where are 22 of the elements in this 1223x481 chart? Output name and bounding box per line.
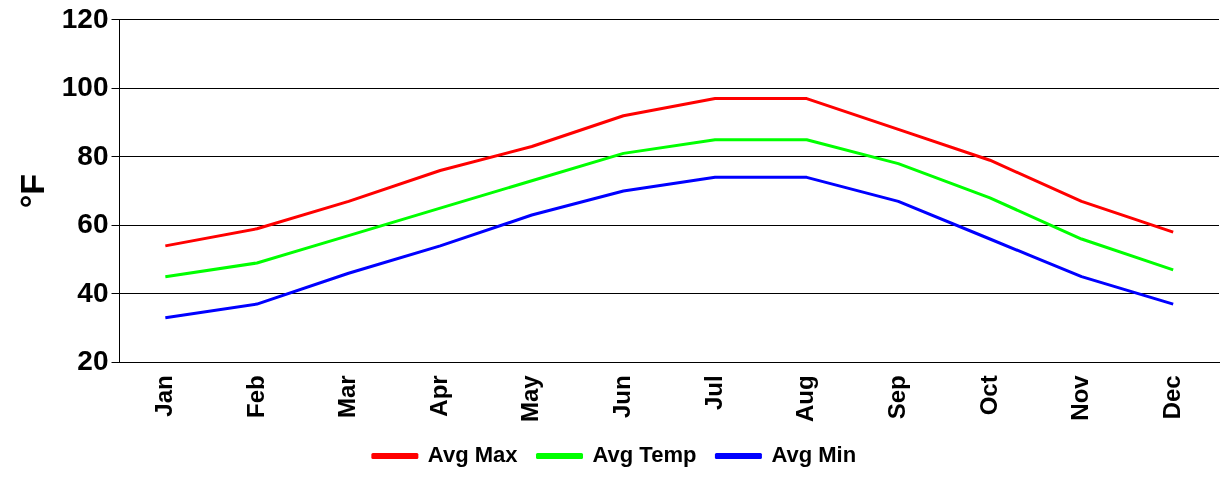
y-tick-label: 120: [61, 2, 109, 34]
y-tick-label: 100: [61, 71, 109, 103]
x-tick-label: Jun: [608, 375, 636, 418]
y-tick-label: 40: [77, 276, 109, 308]
x-tick-label: Jan: [149, 375, 177, 417]
x-tick-label: Jul: [699, 375, 727, 410]
y-tick-label: 80: [77, 139, 109, 171]
legend-label: Avg Temp: [592, 442, 697, 468]
x-tick-label: Oct: [974, 375, 1002, 416]
x-tick-label: Feb: [241, 375, 269, 418]
x-tick-label: Apr: [424, 375, 452, 417]
x-tick-label: Sep: [882, 375, 910, 420]
y-tick-label: 60: [77, 208, 109, 240]
x-tick-label: Dec: [1157, 375, 1185, 420]
y-tick-label: 20: [77, 345, 109, 377]
y-axis-title: °F: [12, 173, 51, 209]
legend-label: Avg Min: [771, 442, 857, 468]
x-tick-label: Aug: [791, 375, 819, 422]
x-tick-label: Mar: [333, 375, 361, 418]
legend-label: Avg Max: [427, 442, 519, 468]
x-tick-label: May: [516, 374, 544, 422]
x-tick-label: Nov: [1066, 374, 1094, 421]
